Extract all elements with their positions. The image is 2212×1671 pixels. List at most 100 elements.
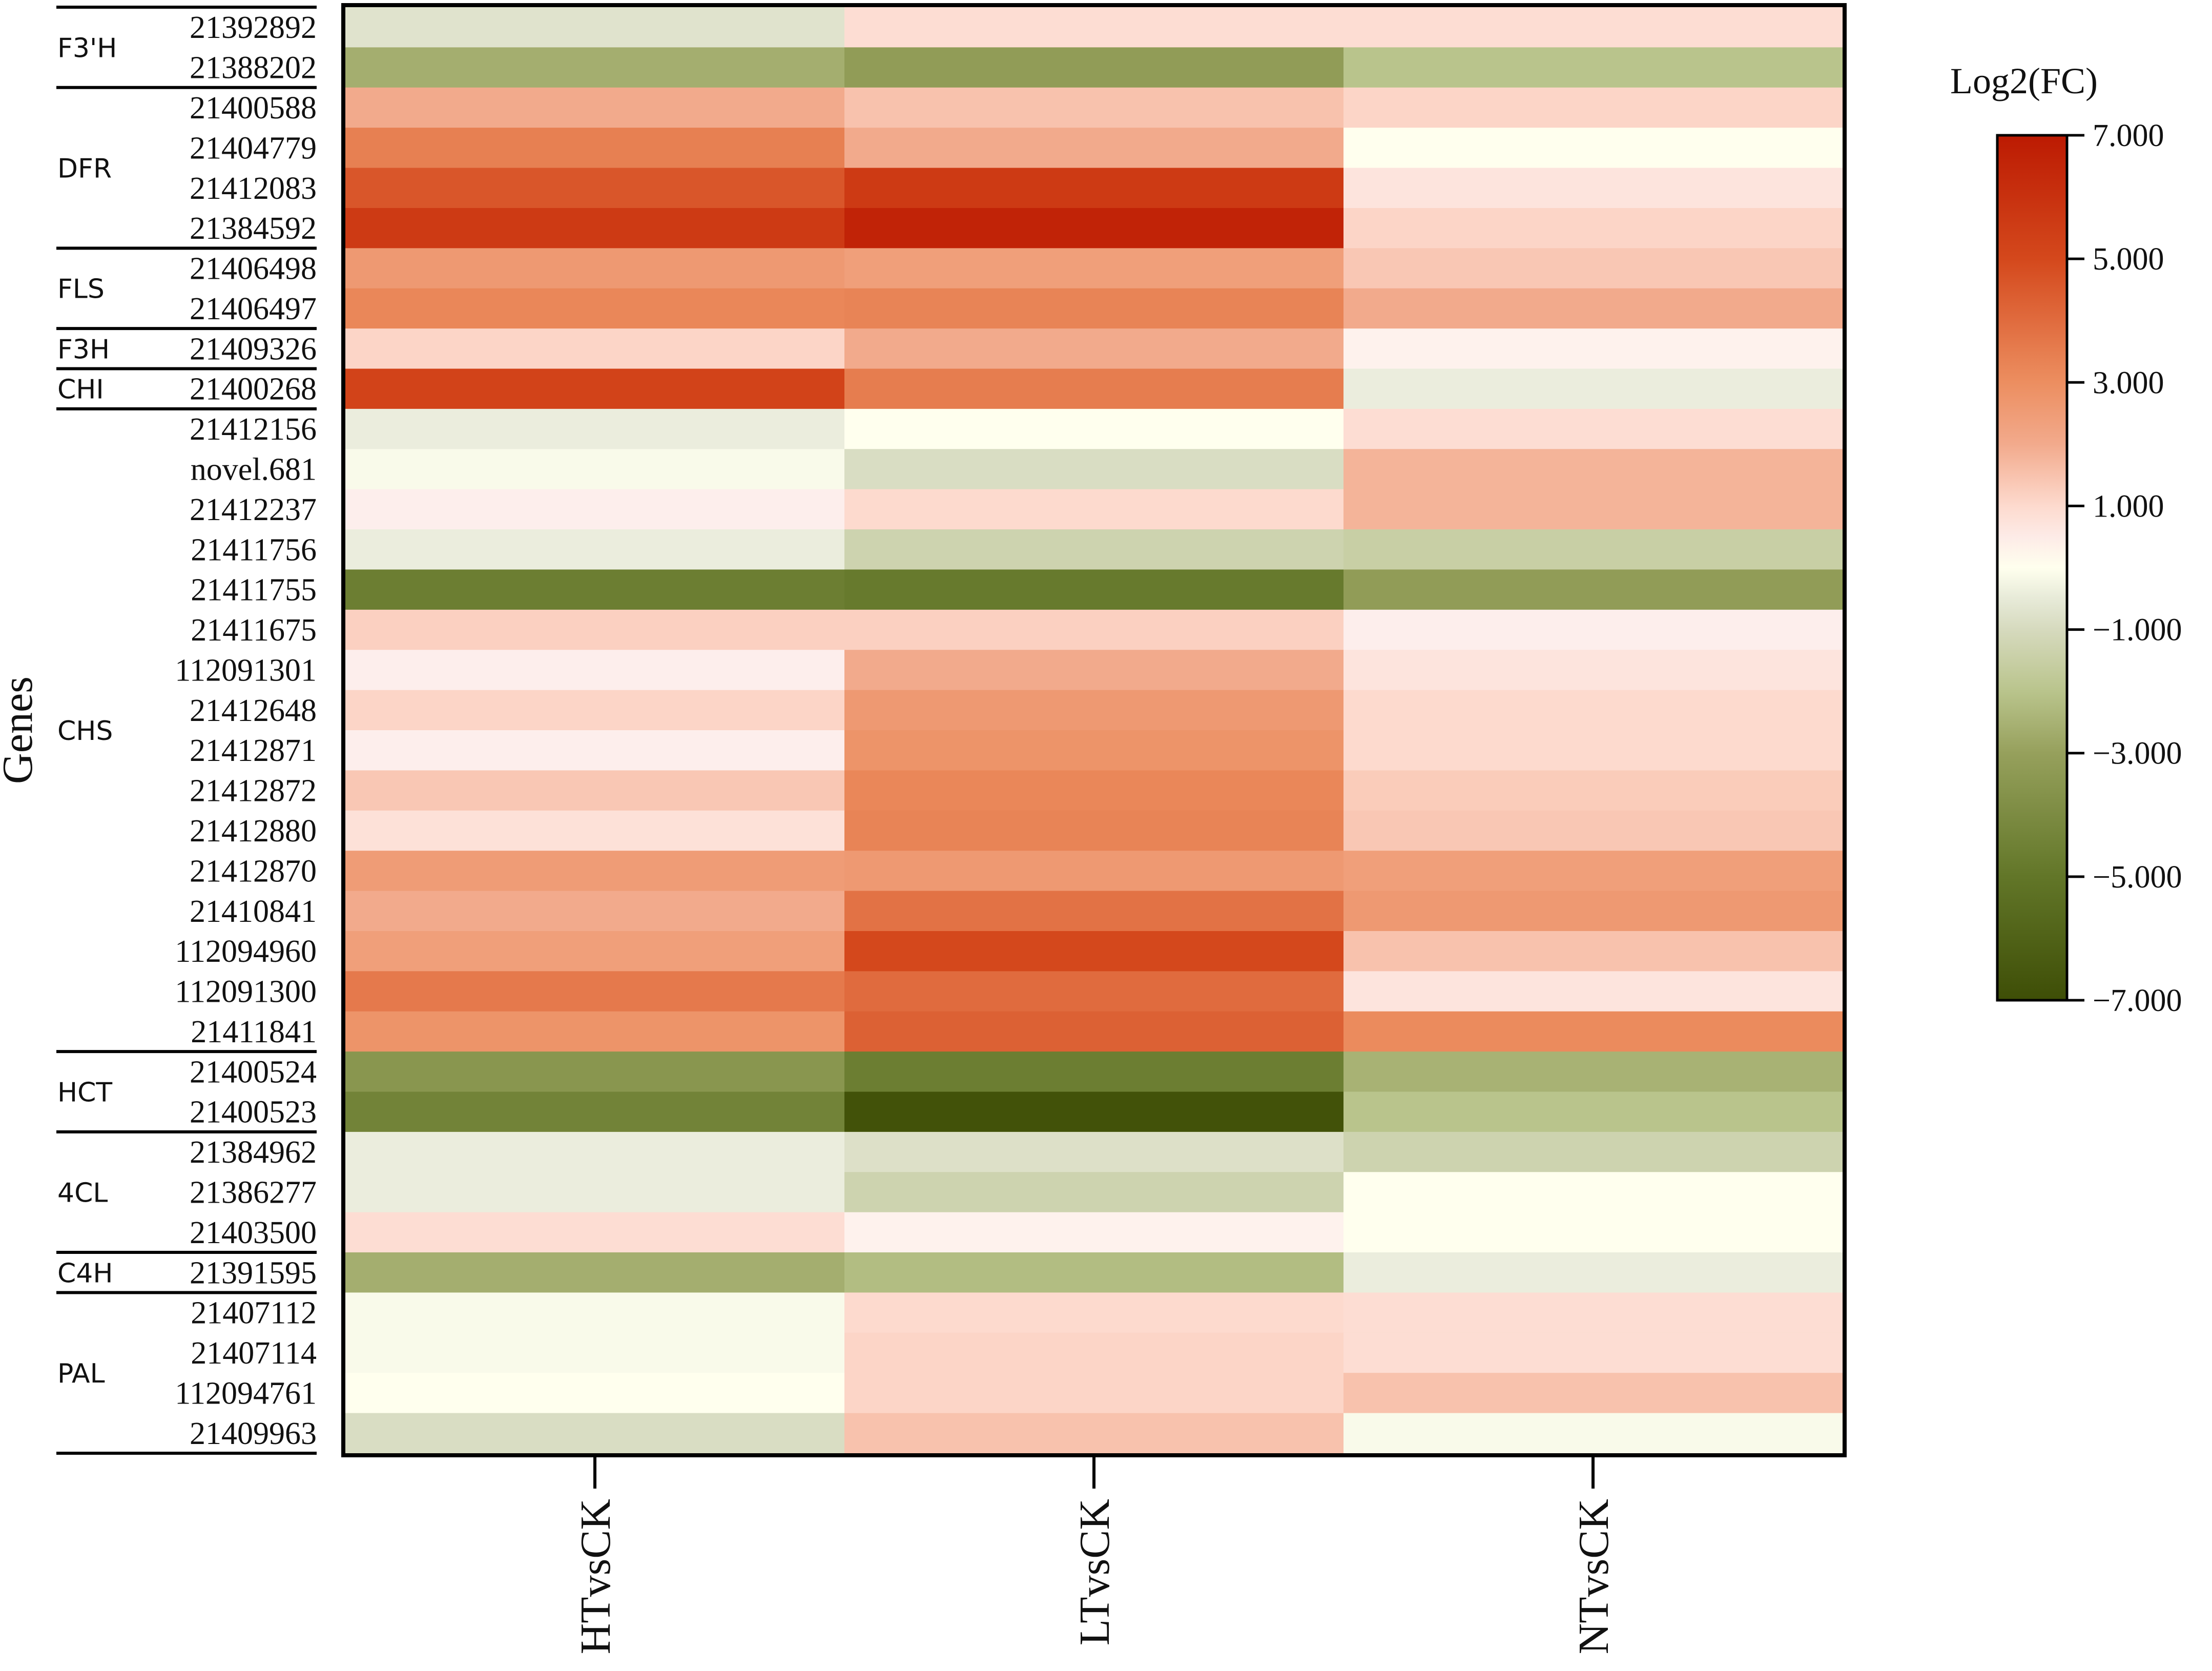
heatmap-cell [1343, 208, 1843, 249]
heatmap-cell [1343, 1413, 1843, 1454]
gene-label: 21412872 [190, 774, 317, 809]
heatmap-cell [345, 1172, 845, 1213]
heatmap-cell [345, 1212, 845, 1253]
heatmap-cell [345, 770, 845, 811]
heatmap-cell [1343, 650, 1843, 691]
gene-group-labels: F3'H DFR FLS F3H CHI CHS HCT 4CL C4H PAL [56, 6, 317, 1455]
heatmap-cell [1343, 931, 1843, 972]
colorbar [1996, 134, 2069, 1002]
heatmap-cell [345, 1332, 845, 1373]
gene-label: 21412880 [190, 814, 317, 849]
colorbar-tick-label: −7.000 [2093, 983, 2182, 1018]
heatmap-cell [1343, 87, 1843, 128]
heatmap-cell [345, 851, 845, 892]
heatmap-cell [1343, 1131, 1843, 1172]
heatmap-cell [345, 1292, 845, 1333]
heatmap-cell [1343, 7, 1843, 48]
heatmap-cell [345, 248, 845, 289]
gene-group-label: HCT [57, 1078, 112, 1108]
heatmap-cell [1343, 47, 1843, 88]
heatmap-cell [844, 208, 1344, 249]
heatmap-cell [844, 650, 1344, 691]
colorbar-tick-label: −1.000 [2093, 613, 2182, 648]
column-labels: HTvsCK LTvsCK NTvsCK [572, 1455, 1618, 1654]
heatmap-cell [345, 810, 845, 851]
gene-label: 112094761 [175, 1376, 317, 1411]
gene-label: 21406498 [190, 252, 317, 286]
heatmap-cell [345, 1051, 845, 1092]
gene-group-label: PAL [57, 1358, 105, 1389]
heatmap-cell [345, 650, 845, 691]
heatmap-cell [345, 288, 845, 329]
heatmap-cell [844, 489, 1344, 530]
heatmap-cell [345, 87, 845, 128]
gene-label: 21384592 [190, 211, 317, 246]
gene-label: 21400588 [190, 91, 317, 126]
gene-label: 21391595 [190, 1255, 317, 1290]
heatmap-cell [1343, 851, 1843, 892]
heatmap-cell [844, 248, 1344, 289]
gene-label: 112091301 [175, 653, 317, 688]
heatmap-cell [345, 1011, 845, 1052]
heatmap-cell [844, 1131, 1344, 1172]
heatmap-cell [844, 87, 1344, 128]
heatmap-cell [844, 1172, 1344, 1213]
heatmap-cell [844, 569, 1344, 610]
heatmap-cell [1343, 449, 1843, 490]
heatmap-cell [1343, 1252, 1843, 1293]
heatmap-cell [1343, 690, 1843, 731]
gene-labels: 21392892 21388202 21400588 21404779 21412083… [175, 10, 317, 1451]
gene-label: 21411675 [191, 613, 317, 648]
gene-label: 21411841 [191, 1015, 317, 1049]
gene-label: 21412083 [190, 171, 317, 206]
gene-label: 21400268 [190, 372, 317, 407]
heatmap-cell [844, 1332, 1344, 1373]
heatmap-cell [1343, 1292, 1843, 1333]
heatmap-cell [844, 368, 1344, 409]
heatmap-cell [1343, 609, 1843, 650]
heatmap-cell [345, 328, 845, 369]
heatmap-cell [844, 810, 1344, 851]
heatmap-cell [844, 408, 1344, 449]
heatmap-cell [844, 529, 1344, 570]
heatmap-cell [345, 7, 845, 48]
heatmap-cell [844, 730, 1344, 771]
heatmap-cell [345, 168, 845, 209]
heatmap-cell [345, 1373, 845, 1414]
heatmap-cell [345, 690, 845, 731]
heatmap-cell [1343, 770, 1843, 811]
heatmap-cell [1343, 1332, 1843, 1373]
gene-label: 21400524 [190, 1055, 317, 1089]
heatmap-cell [1343, 489, 1843, 530]
gene-group-label: C4H [57, 1258, 113, 1289]
gene-label: 21407112 [191, 1296, 317, 1331]
heatmap-cell [345, 569, 845, 610]
gene-group-label: FLS [57, 274, 105, 305]
gene-label: 21392892 [190, 10, 317, 45]
heatmap-cell [844, 449, 1344, 490]
heatmap-cell [844, 1252, 1344, 1293]
heatmap-cell [844, 851, 1344, 892]
heatmap-cell [1343, 368, 1843, 409]
heatmap-cell [1343, 529, 1843, 570]
gene-label: 21409963 [190, 1416, 317, 1451]
heatmap-cell [345, 1252, 845, 1293]
heatmap-cell [1343, 569, 1843, 610]
gene-label: 21384962 [190, 1135, 317, 1170]
gene-label: 21400523 [190, 1095, 317, 1130]
legend-title: Log2(FC) [1950, 60, 2098, 101]
heatmap-cell [1343, 128, 1843, 169]
heatmap-cell [345, 128, 845, 169]
heatmap-cell [345, 730, 845, 771]
heatmap-cell [844, 168, 1344, 209]
gene-label: 21412871 [190, 733, 317, 768]
heatmap-cell [844, 931, 1344, 972]
gene-label: 21410841 [190, 894, 317, 929]
heatmap-cell [345, 609, 845, 650]
gene-label: 21412237 [190, 492, 317, 527]
heatmap-cell [1343, 248, 1843, 289]
gene-label: 112091300 [175, 975, 317, 1009]
heatmap-cell [345, 208, 845, 249]
colorbar-tick-label: 1.000 [2093, 489, 2164, 524]
